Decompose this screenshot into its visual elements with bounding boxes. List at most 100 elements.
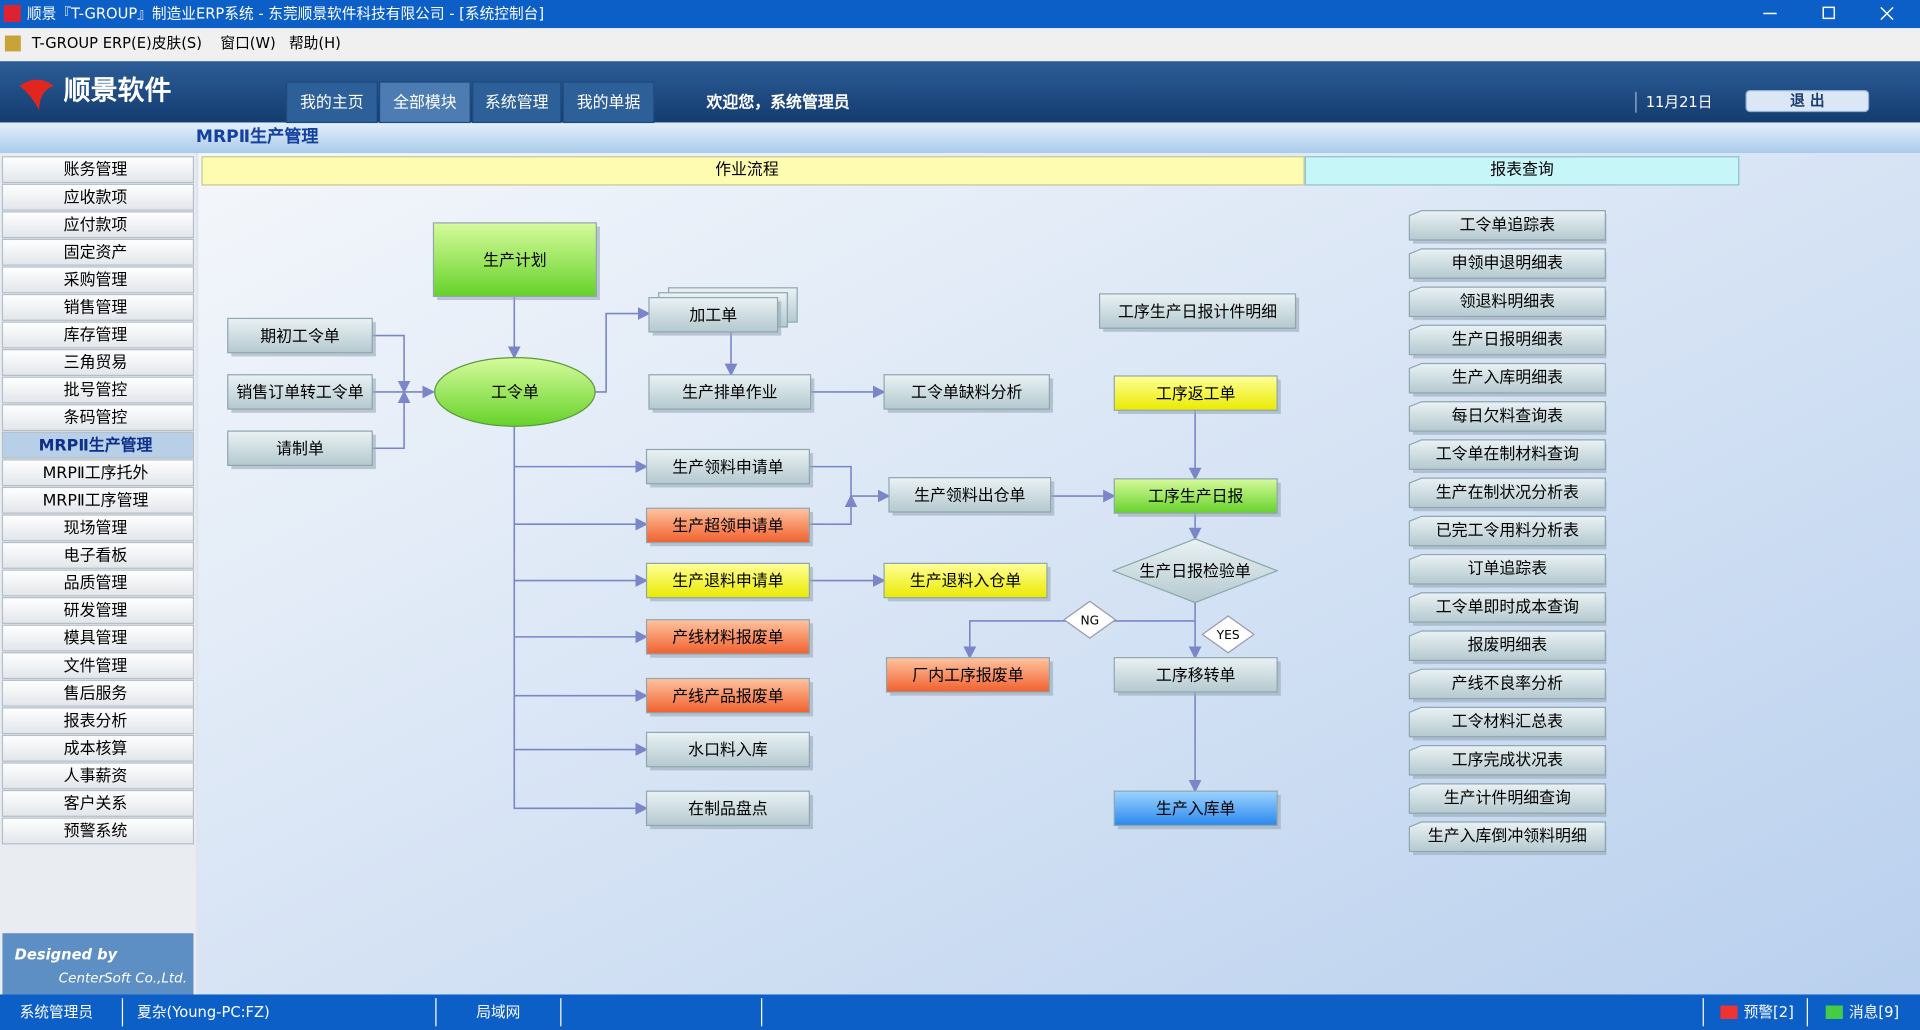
flow-node[interactable]	[883, 562, 1048, 599]
sidebar-item-bg[interactable]	[1, 624, 195, 652]
nav-tab[interactable]: 全部模块	[393, 92, 457, 111]
sidebar-item-bg[interactable]	[1, 321, 195, 349]
sidebar-item-bg[interactable]	[1, 349, 195, 376]
sidebar-item[interactable]: 预警系统	[64, 821, 128, 840]
report-item[interactable]	[1408, 745, 1606, 776]
window-controls[interactable]	[1763, 6, 1894, 21]
sidebar-item[interactable]: 品质管理	[64, 573, 128, 592]
report-item[interactable]	[1408, 706, 1606, 738]
sidebar-item[interactable]: 销售管理	[64, 298, 128, 317]
sidebar-item-bg[interactable]	[1, 514, 195, 542]
report-label[interactable]: 工令单在制材料查询	[1436, 444, 1579, 463]
sidebar-item[interactable]: 账务管理	[64, 160, 128, 179]
flow-node[interactable]	[1113, 790, 1278, 827]
sidebar-item-bg[interactable]	[1, 679, 195, 707]
sidebar-item-bg[interactable]	[1, 569, 195, 597]
flow-node-label[interactable]: 生产入库单	[1156, 799, 1236, 818]
flow-node-label[interactable]: 工令单缺料分析	[911, 383, 1022, 402]
sidebar-item-bg[interactable]	[1, 404, 195, 432]
flow-node-label[interactable]: 生产领料申请单	[672, 457, 783, 476]
sidebar-item[interactable]: 电子看板	[64, 546, 128, 565]
nav-tab-bg[interactable]	[472, 81, 562, 124]
report-item[interactable]	[1408, 592, 1606, 623]
status-item[interactable]: 预警[2]	[1744, 1004, 1794, 1021]
sidebar-item-bg[interactable]	[1, 734, 195, 762]
report-label[interactable]: 生产日报明细表	[1452, 329, 1563, 348]
menu-item[interactable]: 窗口(W)	[220, 34, 275, 52]
report-label[interactable]: 生产入库明细表	[1452, 368, 1563, 387]
sidebar-item[interactable]: 模具管理	[64, 628, 128, 647]
flow-node-label[interactable]: 生产退料申请单	[672, 571, 783, 590]
sidebar-item-bg[interactable]	[1, 266, 195, 294]
flow-node-label[interactable]: 产线产品报废单	[672, 686, 783, 705]
sidebar-item[interactable]: 采购管理	[64, 270, 128, 289]
flow-node[interactable]	[645, 619, 810, 655]
flow-node[interactable]	[1111, 538, 1279, 604]
report-item[interactable]	[1408, 401, 1606, 432]
flow-node[interactable]	[227, 317, 373, 354]
report-item[interactable]	[1408, 362, 1606, 394]
report-label[interactable]: 工序完成状况表	[1452, 750, 1563, 769]
sidebar-item[interactable]: MRPⅡ工序管理	[43, 490, 149, 509]
flow-node-label[interactable]: 请制单	[276, 439, 324, 458]
flow-node[interactable]	[1098, 293, 1297, 329]
flow-node-label[interactable]: 生产领料出仓单	[914, 486, 1025, 505]
sidebar-item[interactable]: 人事薪资	[64, 766, 128, 785]
flow-node-label[interactable]: 水口料入库	[688, 740, 768, 759]
flow-node[interactable]	[648, 374, 812, 410]
flow-node[interactable]	[432, 222, 597, 297]
sidebar-item-bg[interactable]	[1, 707, 195, 735]
flow-node[interactable]	[885, 657, 1050, 693]
sidebar-item[interactable]: 现场管理	[64, 518, 128, 537]
sidebar-item-bg[interactable]	[1, 293, 195, 321]
flow-node[interactable]	[227, 430, 373, 467]
flow-node-label[interactable]: 生产退料入仓单	[910, 571, 1021, 590]
sidebar-item[interactable]: 售后服务	[64, 683, 128, 702]
nav-tab[interactable]: 系统管理	[485, 92, 549, 111]
sidebar-item-bg[interactable]	[1, 459, 195, 487]
report-item[interactable]	[1408, 286, 1606, 318]
report-label[interactable]: 生产计件明细查询	[1444, 788, 1571, 807]
flow-node[interactable]	[888, 477, 1052, 513]
flow-node[interactable]	[434, 357, 596, 427]
sidebar-item-bg[interactable]	[1, 211, 195, 239]
sidebar-item[interactable]: 研发管理	[64, 601, 128, 620]
report-label[interactable]: 已完工令用料分析表	[1436, 521, 1579, 540]
sidebar-item-bg[interactable]	[1, 183, 195, 211]
flow-node[interactable]	[1113, 657, 1278, 693]
flow-node-label[interactable]: 工序生产日报	[1148, 487, 1244, 506]
flow-node-label[interactable]: 工序生产日报计件明细	[1118, 302, 1277, 321]
flow-node-label[interactable]: 生产超领申请单	[672, 516, 783, 535]
report-label[interactable]: 产线不良率分析	[1452, 673, 1563, 692]
nav-tab-bg[interactable]	[285, 81, 378, 124]
flow-node[interactable]	[645, 790, 810, 827]
sidebar-item[interactable]: 应付款项	[64, 215, 128, 234]
report-label[interactable]: 申领申退明细表	[1452, 253, 1563, 272]
report-item[interactable]	[1408, 324, 1606, 356]
flow-node-label[interactable]: 生产计划	[483, 250, 547, 269]
flow-node-label[interactable]: 生产排单作业	[682, 383, 777, 402]
report-item[interactable]	[1408, 439, 1606, 470]
nav-tab-bg[interactable]	[378, 81, 471, 124]
flow-node-label[interactable]: 期初工令单	[260, 326, 340, 345]
flow-node[interactable]	[1113, 375, 1278, 411]
report-label[interactable]: 工令单即时成本查询	[1436, 597, 1579, 616]
sidebar-item[interactable]: 成本核算	[64, 738, 128, 757]
flow-node-label[interactable]: 产线材料报废单	[672, 628, 783, 647]
report-item[interactable]	[1408, 515, 1606, 547]
sidebar-item-bg[interactable]	[1, 652, 195, 680]
sidebar-item-bg[interactable]	[1, 431, 195, 459]
sidebar-item[interactable]: 文件管理	[64, 656, 128, 675]
nav-tab-bg[interactable]	[562, 81, 655, 124]
flow-node-label[interactable]: 生产日报检验单	[1139, 561, 1250, 580]
menu-item[interactable]: 皮肤(S)	[152, 35, 202, 52]
logout-label[interactable]: 退 出	[1790, 92, 1824, 110]
sidebar-item[interactable]: 客户关系	[64, 794, 128, 813]
sidebar-item-bg[interactable]	[1, 762, 195, 790]
tab-bg[interactable]	[201, 156, 1305, 186]
sidebar-item[interactable]: 条码管控	[64, 408, 128, 427]
sidebar-item-bg[interactable]	[1, 486, 195, 514]
flow-node[interactable]	[648, 296, 779, 333]
flow-node[interactable]	[645, 507, 810, 544]
report-label[interactable]: 工令单追踪表	[1460, 215, 1556, 234]
